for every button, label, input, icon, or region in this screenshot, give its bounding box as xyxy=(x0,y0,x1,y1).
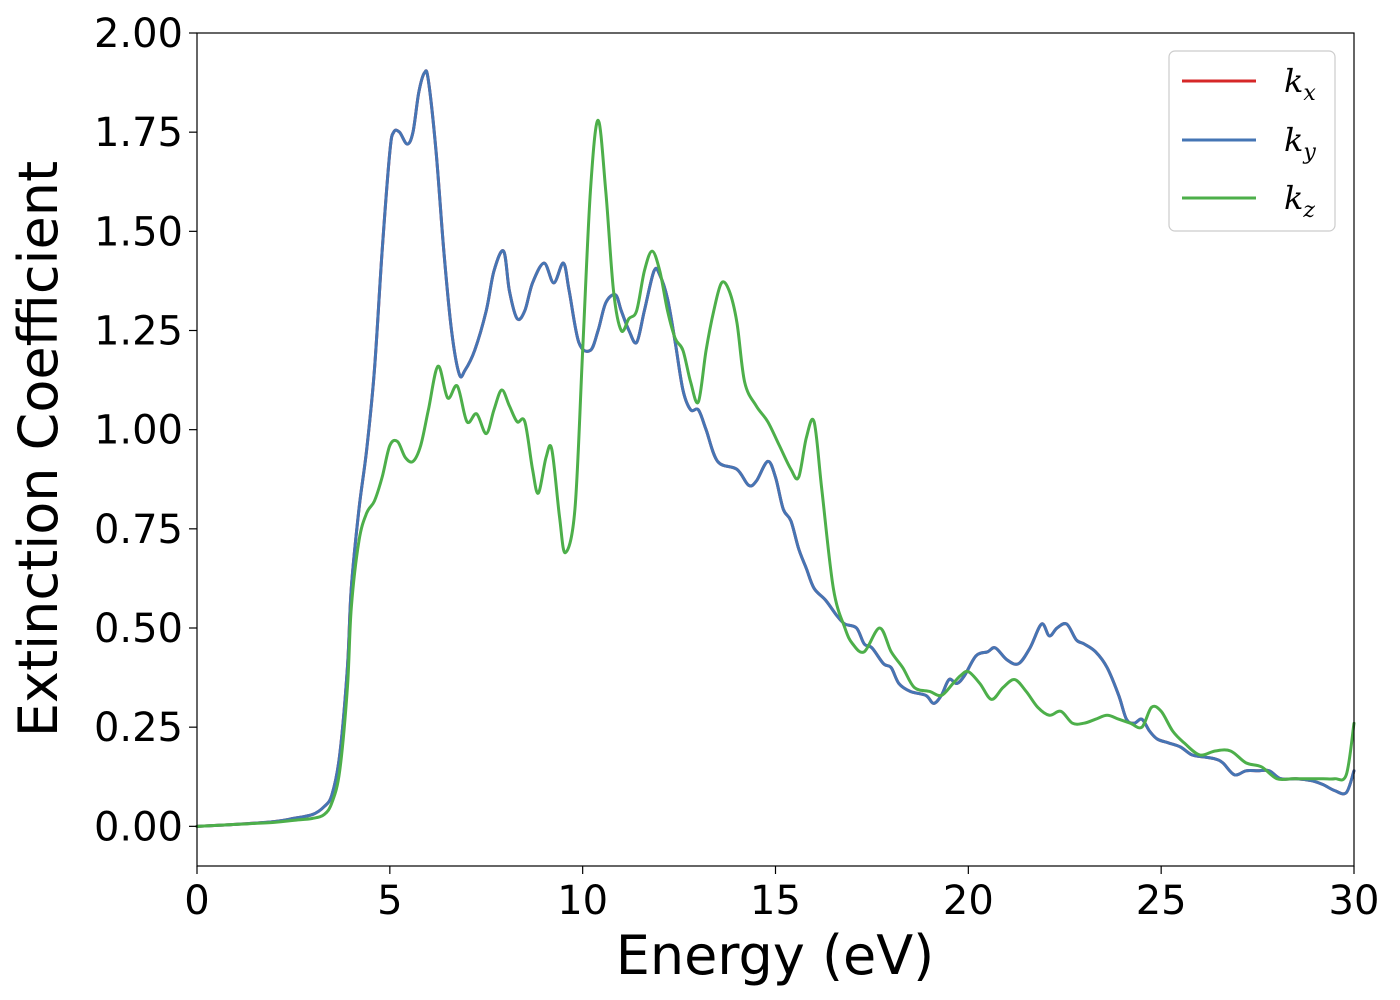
x-axis: 0 5 10 15 20 25 30 xyxy=(184,866,1379,924)
y-tick-label: 2.00 xyxy=(94,11,183,57)
y-tick-label: 1.00 xyxy=(94,408,183,454)
x-tick-label: 25 xyxy=(1136,878,1187,924)
y-tick-label: 1.25 xyxy=(94,309,183,355)
y-tick-label: 0.25 xyxy=(94,705,183,751)
x-tick-label: 15 xyxy=(750,878,801,924)
legend-label-kx: kx xyxy=(1284,62,1316,106)
y-tick-label: 0.00 xyxy=(94,804,183,850)
y-tick-label: 0.50 xyxy=(94,606,183,652)
legend-label-ky: ky xyxy=(1284,121,1316,165)
y-axis-title: Extinction Coefficient xyxy=(7,161,70,737)
series-line-kz xyxy=(195,118,1356,828)
x-tick-label: 10 xyxy=(557,878,608,924)
y-tick-label: 1.50 xyxy=(94,209,183,255)
x-axis-title: Energy (eV) xyxy=(616,924,935,987)
y-axis: 0.00 0.25 0.50 0.75 1.00 1.25 1.50 1.75 2.00 xyxy=(94,11,197,850)
y-tick-label: 1.75 xyxy=(94,110,183,156)
x-tick-label: 30 xyxy=(1329,878,1380,924)
y-tick-label: 0.75 xyxy=(94,507,183,553)
series-line-ky xyxy=(195,69,1356,828)
series-layer xyxy=(195,69,1356,828)
x-tick-label: 20 xyxy=(943,878,994,924)
x-tick-label: 5 xyxy=(377,878,402,924)
legend: kx ky kz xyxy=(1168,50,1336,232)
legend-label-kz: kz xyxy=(1284,179,1315,223)
x-tick-label: 0 xyxy=(184,878,209,924)
